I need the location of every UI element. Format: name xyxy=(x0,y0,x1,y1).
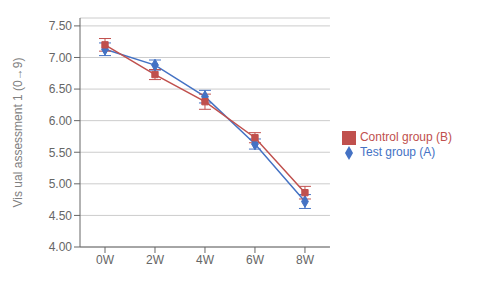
svg-text:4W: 4W xyxy=(196,253,215,267)
svg-text:5.50: 5.50 xyxy=(49,146,73,160)
svg-text:6.50: 6.50 xyxy=(49,82,73,96)
svg-text:0W: 0W xyxy=(96,253,115,267)
svg-text:6W: 6W xyxy=(246,253,265,267)
svg-text:Vis ual assessment 1 (0→9): Vis ual assessment 1 (0→9) xyxy=(11,58,25,208)
svg-text:4.00: 4.00 xyxy=(49,240,73,254)
svg-text:2W: 2W xyxy=(146,253,165,267)
svg-text:4.50: 4.50 xyxy=(49,209,73,223)
svg-text:8W: 8W xyxy=(296,253,315,267)
svg-text:5.00: 5.00 xyxy=(49,177,73,191)
svg-text:6.00: 6.00 xyxy=(49,114,73,128)
html-text:Control group (B): Control group (B) xyxy=(360,130,452,145)
svg-text:7.00: 7.00 xyxy=(49,51,73,65)
svg-text:7.50: 7.50 xyxy=(49,19,73,33)
html-text:Test group (A): Test group (A) xyxy=(360,145,436,159)
